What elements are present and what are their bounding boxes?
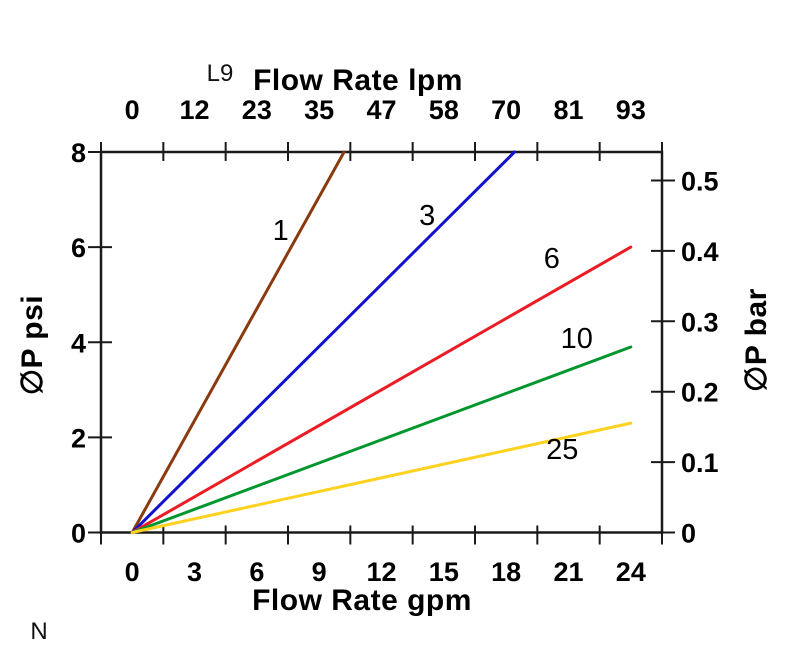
curve-label-1: 1: [273, 215, 289, 247]
y-tick-label-psi: 8: [71, 138, 86, 168]
y-tick-label-bar: 0.1: [681, 448, 719, 478]
y-tick-label-psi: 0: [71, 519, 86, 549]
y-tick-label-bar: 0.4: [681, 237, 719, 267]
left-axis-title: ∅P psi: [16, 294, 49, 396]
y-tick-label-psi: 4: [71, 328, 86, 358]
x-tick-label-lpm: 23: [242, 95, 272, 125]
y-tick-label-bar: 0: [681, 519, 696, 549]
bottom-axis-title: Flow Rate gpm: [252, 584, 472, 617]
y-tick-label-bar: 0.2: [681, 378, 719, 408]
y-tick-label-psi: 2: [71, 423, 86, 453]
top-axis-title: Flow Rate lpm: [253, 64, 463, 97]
x-tick-label-gpm: 6: [249, 557, 264, 587]
x-tick-label-lpm: 81: [553, 95, 583, 125]
curve-line-3: [130, 150, 516, 534]
curve-label-10: 10: [561, 323, 593, 355]
y-tick-label-psi: 6: [71, 233, 86, 263]
x-tick-label-lpm: 35: [304, 95, 334, 125]
x-tick-label-gpm: 0: [125, 557, 140, 587]
x-tick-label-gpm: 12: [366, 557, 396, 587]
x-tick-label-gpm: 24: [616, 557, 646, 587]
x-tick-label-lpm: 0: [125, 95, 140, 125]
curve-line-10: [130, 345, 633, 534]
curve-line-6: [130, 245, 633, 534]
corner-note-label: N: [30, 618, 48, 645]
x-tick-label-lpm: 12: [179, 95, 209, 125]
x-tick-label-gpm: 21: [553, 557, 583, 587]
curve-label-6: 6: [544, 243, 560, 275]
x-tick-label-lpm: 93: [616, 95, 646, 125]
x-tick-label-gpm: 3: [187, 557, 202, 587]
y-tick-label-bar: 0.5: [681, 167, 719, 197]
x-tick-label-gpm: 15: [429, 557, 459, 587]
x-tick-label-lpm: 70: [491, 95, 521, 125]
model-code-label: L9: [206, 60, 234, 87]
curve-line-1: [130, 150, 346, 534]
x-tick-label-lpm: 47: [366, 95, 396, 125]
x-tick-label-gpm: 18: [491, 557, 521, 587]
curve-label-3: 3: [419, 200, 435, 232]
right-axis-title: ∅P bar: [740, 288, 773, 392]
curve-line-25: [130, 421, 633, 534]
curve-label-25: 25: [546, 434, 578, 466]
x-tick-label-lpm: 58: [429, 95, 459, 125]
x-tick-label-gpm: 9: [312, 557, 327, 587]
y-tick-label-bar: 0.3: [681, 307, 719, 337]
